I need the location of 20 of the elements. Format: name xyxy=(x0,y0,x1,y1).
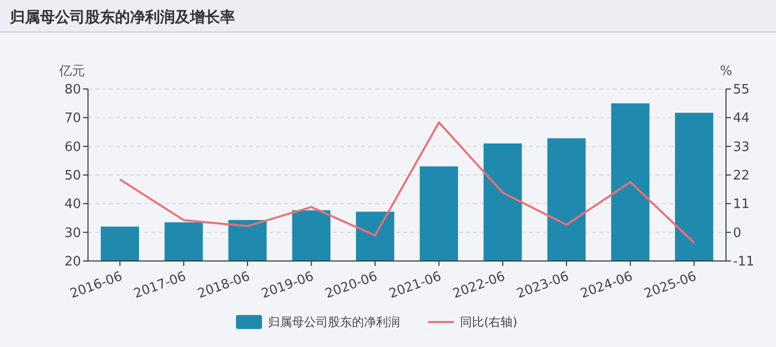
y2-tick-label: -11 xyxy=(733,254,754,270)
y2-tick-label: 44 xyxy=(733,111,750,126)
chart-title: 归属母公司股东的净利润及增长率 xyxy=(9,8,235,26)
y2-tick-label: 0 xyxy=(733,226,742,241)
y2-tick-label: 33 xyxy=(733,140,750,155)
y-tick-label: 70 xyxy=(64,111,81,126)
y-tick-label: 80 xyxy=(64,82,81,98)
legend-label: 同比(右轴) xyxy=(460,315,518,330)
y2-axis-title: % xyxy=(720,64,732,79)
y2-tick-label: 22 xyxy=(733,168,750,184)
y-axis-title: 亿元 xyxy=(58,64,85,79)
y-tick-label: 20 xyxy=(64,254,81,270)
y-tick-label: 30 xyxy=(64,226,81,241)
line-series xyxy=(118,121,696,244)
legend-label: 归属母公司股东的净利润 xyxy=(268,315,400,330)
y-tick-label: 60 xyxy=(64,140,81,155)
y-tick-label: 40 xyxy=(64,197,81,212)
y2-tick-label: 55 xyxy=(733,82,750,98)
y2-tick-label: 11 xyxy=(733,197,750,212)
y-tick-label: 50 xyxy=(64,168,81,184)
